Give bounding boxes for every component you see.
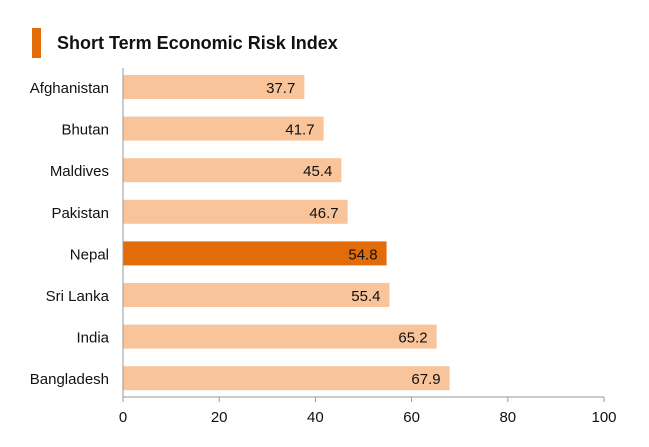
title-accent-bar	[32, 28, 41, 58]
category-label-pakistan: Pakistan	[51, 205, 109, 222]
x-tick-label: 100	[591, 409, 616, 426]
value-label-sri-lanka: 55.4	[351, 288, 380, 305]
bar-bangladesh	[123, 366, 450, 391]
value-label-india: 65.2	[398, 330, 427, 347]
bar-sri-lanka	[123, 283, 390, 307]
bar-maldives	[123, 158, 342, 183]
bar-afghanistan	[123, 75, 305, 99]
value-label-pakistan: 46.7	[309, 205, 338, 222]
chart-title: Short Term Economic Risk Index	[57, 33, 338, 53]
x-tick-label: 80	[499, 409, 516, 426]
value-label-nepal: 54.8	[348, 246, 377, 263]
x-tick-label: 20	[211, 409, 228, 426]
x-tick-label: 40	[307, 409, 324, 426]
value-label-afghanistan: 37.7	[266, 80, 295, 97]
category-label-bangladesh: Bangladesh	[30, 371, 109, 388]
category-label-bhutan: Bhutan	[61, 122, 109, 139]
axes-group: Afghanistan Bhutan Maldives Pakistan Nepal Sr…	[30, 68, 617, 426]
category-label-afghanistan: Afghanistan	[30, 80, 109, 97]
x-tick-label: 60	[403, 409, 420, 426]
category-label-nepal: Nepal	[70, 246, 109, 263]
bar-india	[123, 324, 437, 349]
category-label-maldives: Maldives	[50, 163, 109, 180]
bar-nepal	[123, 241, 387, 266]
x-tick-label: 0	[119, 409, 127, 426]
bar-bhutan	[123, 116, 324, 141]
value-label-maldives: 45.4	[303, 163, 332, 180]
bar-pakistan	[123, 199, 348, 224]
category-label-sri-lanka: Sri Lanka	[46, 288, 110, 305]
value-label-bhutan: 41.7	[285, 122, 314, 139]
category-label-india: India	[76, 330, 109, 347]
value-label-bangladesh: 67.9	[411, 371, 440, 388]
bars-group: 37.7 41.7 45.4 46.7 54.8 55.4 65.2 67.9	[123, 75, 450, 391]
